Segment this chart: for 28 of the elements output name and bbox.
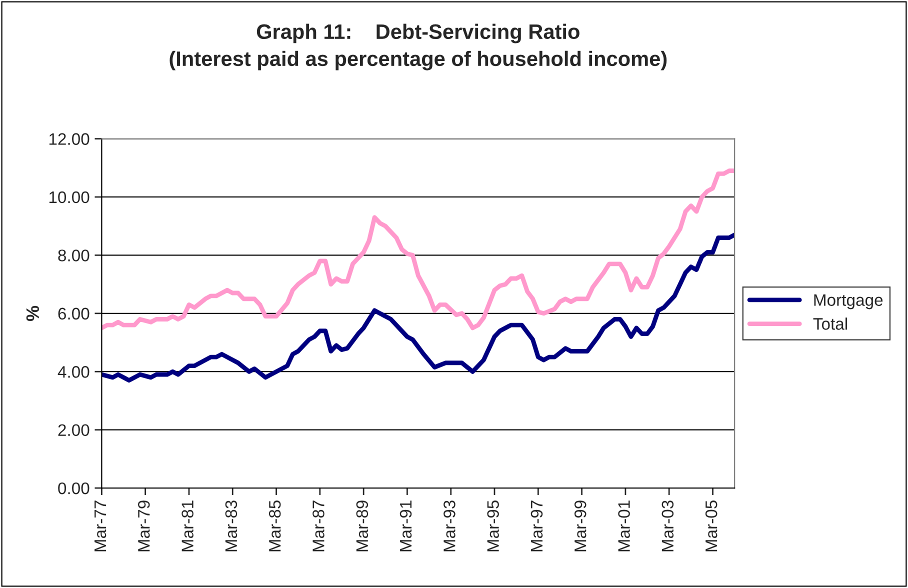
y-tick-label: 4.00 bbox=[58, 366, 90, 378]
y-tick-label: 6.00 bbox=[58, 308, 90, 320]
x-tick-label: Mar-85 bbox=[268, 500, 281, 552]
x-tick-label: Mar-79 bbox=[138, 500, 150, 552]
x-tick-label: Mar-95 bbox=[487, 500, 499, 552]
x-tick-label: Mar-93 bbox=[444, 500, 456, 552]
x-tick-label: Mar-81 bbox=[182, 500, 194, 552]
y-axis-title: % bbox=[26, 306, 40, 321]
y-tick-label: 10.00 bbox=[49, 191, 90, 204]
x-tick-label: Mar-91 bbox=[400, 500, 412, 552]
chart-title: Graph 11: Debt-Servicing Ratio (Interest paid as percentage of household income) bbox=[170, 24, 667, 70]
y-tick-label: 0.00 bbox=[58, 482, 90, 494]
x-tick-label: Mar-97 bbox=[530, 500, 543, 552]
x-tick-label: Mar-03 bbox=[662, 500, 674, 552]
x-tick-label: Mar-89 bbox=[356, 500, 368, 552]
x-tick-label: Mar-87 bbox=[312, 500, 324, 552]
x-tick-label: Mar-83 bbox=[225, 500, 238, 552]
y-tick-label: 12.00 bbox=[49, 133, 90, 145]
line-series bbox=[102, 168, 735, 330]
legend-label: Mortgage bbox=[814, 294, 883, 310]
y-tick-label: 8.00 bbox=[58, 250, 90, 262]
x-tick-label: Mar-05 bbox=[705, 500, 718, 552]
line-series bbox=[102, 232, 735, 383]
x-tick-label: Mar-99 bbox=[574, 500, 586, 552]
x-tick-label: Mar-77 bbox=[94, 500, 106, 552]
y-tick-label: 2.00 bbox=[58, 424, 90, 436]
legend-label: Total bbox=[813, 318, 847, 330]
x-tick-label: Mar-01 bbox=[618, 500, 630, 552]
